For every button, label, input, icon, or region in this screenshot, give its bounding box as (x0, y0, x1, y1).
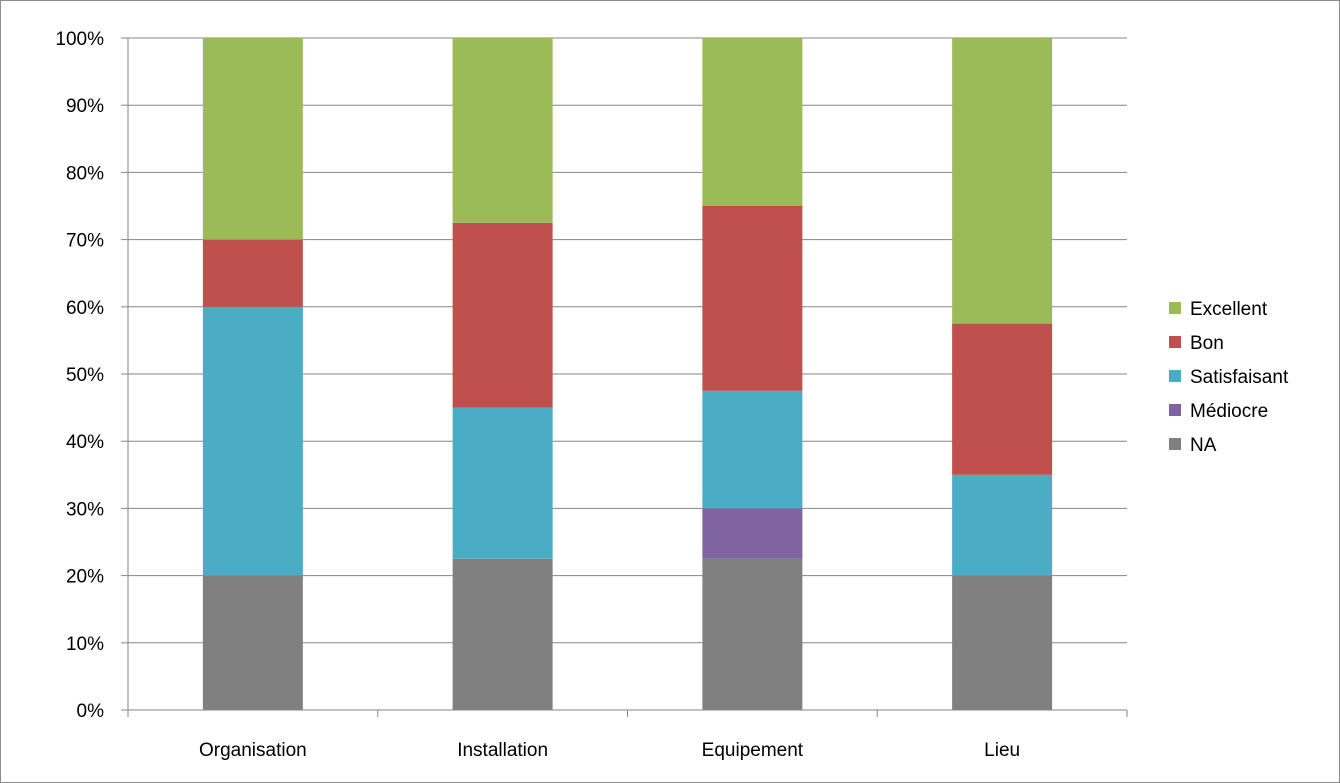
bar-segment (952, 575, 1053, 710)
bar-segment (702, 558, 803, 710)
bars (202, 38, 1053, 710)
y-tick-label: 0% (77, 701, 105, 722)
bar-segment (702, 38, 803, 206)
legend-label: Médiocre (1190, 401, 1268, 422)
y-tick-label: 50% (66, 365, 104, 386)
y-tick-label: 80% (66, 163, 104, 184)
bar-segment (952, 38, 1053, 324)
legend-swatch (1169, 370, 1181, 382)
y-tick-label: 70% (66, 231, 104, 252)
y-tick-label: 90% (66, 96, 104, 117)
bar-segment (702, 206, 803, 391)
y-tick-label: 100% (55, 29, 104, 50)
legend-swatch (1169, 438, 1181, 450)
bar-segment (452, 38, 553, 223)
y-tick-label: 40% (66, 432, 104, 453)
y-tick-label: 60% (66, 298, 104, 319)
x-tick-label: Equipement (702, 740, 804, 761)
bar-segment (452, 558, 553, 710)
bar-segment (202, 239, 303, 307)
bar-segment (702, 390, 803, 509)
bar-segment (452, 222, 553, 408)
legend-label: Bon (1190, 333, 1224, 354)
bar-segment (952, 474, 1053, 576)
x-tick-label: Installation (457, 740, 548, 761)
y-tick-label: 20% (66, 567, 104, 588)
legend-swatch (1169, 336, 1181, 348)
legend-swatch (1169, 302, 1181, 314)
legend-label: Satisfaisant (1190, 367, 1289, 388)
y-tick-label: 10% (66, 634, 104, 655)
bar-segment (452, 407, 553, 559)
bar-segment (202, 575, 303, 710)
bar-segment (202, 38, 303, 240)
x-tick-label: Lieu (984, 740, 1020, 761)
legend-label: NA (1190, 435, 1217, 456)
legend-label: Excellent (1190, 299, 1268, 320)
bar-segment (702, 508, 803, 559)
legend-swatch (1169, 404, 1181, 416)
bar-segment (952, 323, 1053, 475)
bar-segment (202, 306, 303, 576)
y-tick-label: 30% (66, 499, 104, 520)
legend: Excellent Bon Satisfaisant Médiocre NA (1169, 299, 1289, 456)
axes: 0% 10% 20% 30% 40% 50% 60% 70% 80% 90% 100% Organis… (55, 29, 1128, 761)
x-tick-label: Organisation (199, 740, 307, 761)
